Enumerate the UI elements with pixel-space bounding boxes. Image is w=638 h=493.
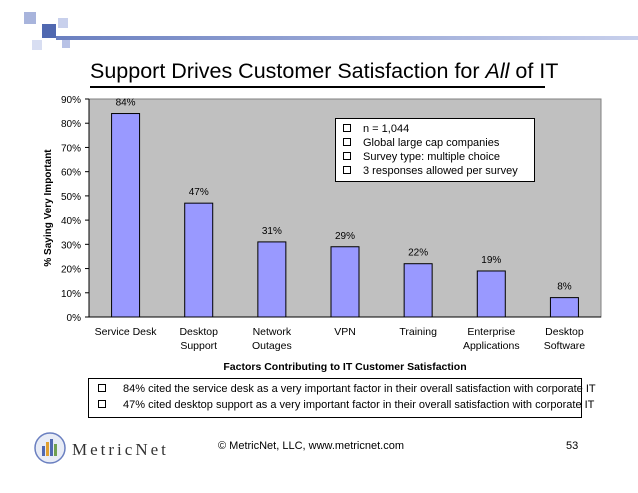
y-tick-label: 40% (61, 216, 81, 227)
decorative-square (58, 18, 68, 28)
title-underline (90, 86, 545, 88)
y-axis-label: % Saying Very Important (43, 149, 54, 267)
bar (476, 270, 506, 318)
x-tick-label: Desktop (179, 326, 218, 338)
legend-item: n = 1,044 (343, 123, 409, 135)
data-label: 22% (408, 248, 428, 259)
x-tick-label: Network (253, 326, 292, 338)
x-tick-label: Support (180, 340, 217, 352)
decorative-square (24, 12, 36, 24)
x-tick-label: Desktop (545, 326, 584, 338)
x-tick-label: Service Desk (95, 326, 158, 338)
legend-item: 3 responses allowed per survey (343, 165, 518, 177)
metricnet-logo-icon (34, 432, 66, 469)
header-banner-line (56, 36, 638, 40)
slide-title: Support Drives Customer Satisfaction for… (90, 59, 559, 83)
footer-copyright: © MetricNet, LLC, www.metricnet.com (218, 440, 404, 452)
data-label: 47% (189, 187, 209, 198)
checkbox-bullet-icon (343, 166, 351, 175)
y-tick-label: 90% (61, 95, 81, 106)
data-label: 31% (262, 226, 282, 237)
checkbox-bullet-icon (98, 400, 106, 409)
bar (184, 202, 214, 318)
data-label: 8% (557, 282, 572, 293)
x-tick-label: Applications (463, 340, 520, 352)
y-tick-label: 20% (61, 265, 81, 276)
checkbox-bullet-icon (343, 152, 351, 161)
findings-box: 84% cited the service desk as a very imp… (88, 378, 596, 418)
y-tick-label: 10% (61, 289, 81, 300)
y-tick-label: 70% (61, 143, 81, 154)
logo-wordmark: MetricNet (72, 440, 169, 459)
y-tick-label: 60% (61, 168, 81, 179)
y-tick-label: 80% (61, 119, 81, 130)
checkbox-bullet-icon (343, 138, 351, 147)
bar (403, 263, 433, 318)
legend-item: Global large cap companies (343, 137, 499, 149)
decorative-square (42, 24, 56, 38)
page-number: 53 (566, 440, 579, 452)
y-tick-label: 30% (61, 240, 81, 251)
x-axis-label: Factors Contributing to IT Customer Sati… (223, 361, 466, 373)
finding-item: 47% cited desktop support as a very impo… (98, 399, 594, 411)
x-tick-label: VPN (334, 326, 356, 338)
checkbox-bullet-icon (98, 384, 106, 393)
decorative-square (62, 40, 70, 48)
data-label: 29% (335, 231, 355, 242)
data-label: 19% (481, 255, 501, 266)
bar (549, 297, 579, 318)
checkbox-bullet-icon (343, 124, 351, 133)
data-label: 84% (116, 98, 136, 109)
survey-legend-box: n = 1,044 Global large cap companies Sur… (335, 118, 535, 182)
y-tick-label: 0% (67, 313, 82, 324)
bar (257, 241, 287, 318)
finding-item: 84% cited the service desk as a very imp… (98, 383, 596, 395)
bar (111, 113, 141, 318)
bar (330, 246, 360, 318)
x-tick-label: Training (399, 326, 437, 338)
x-tick-label: Outages (252, 340, 292, 352)
legend-item: Survey type: multiple choice (343, 151, 500, 163)
x-tick-label: Software (544, 340, 586, 352)
x-tick-label: Enterprise (467, 326, 515, 338)
decorative-square (32, 40, 42, 50)
y-tick-label: 50% (61, 192, 81, 203)
